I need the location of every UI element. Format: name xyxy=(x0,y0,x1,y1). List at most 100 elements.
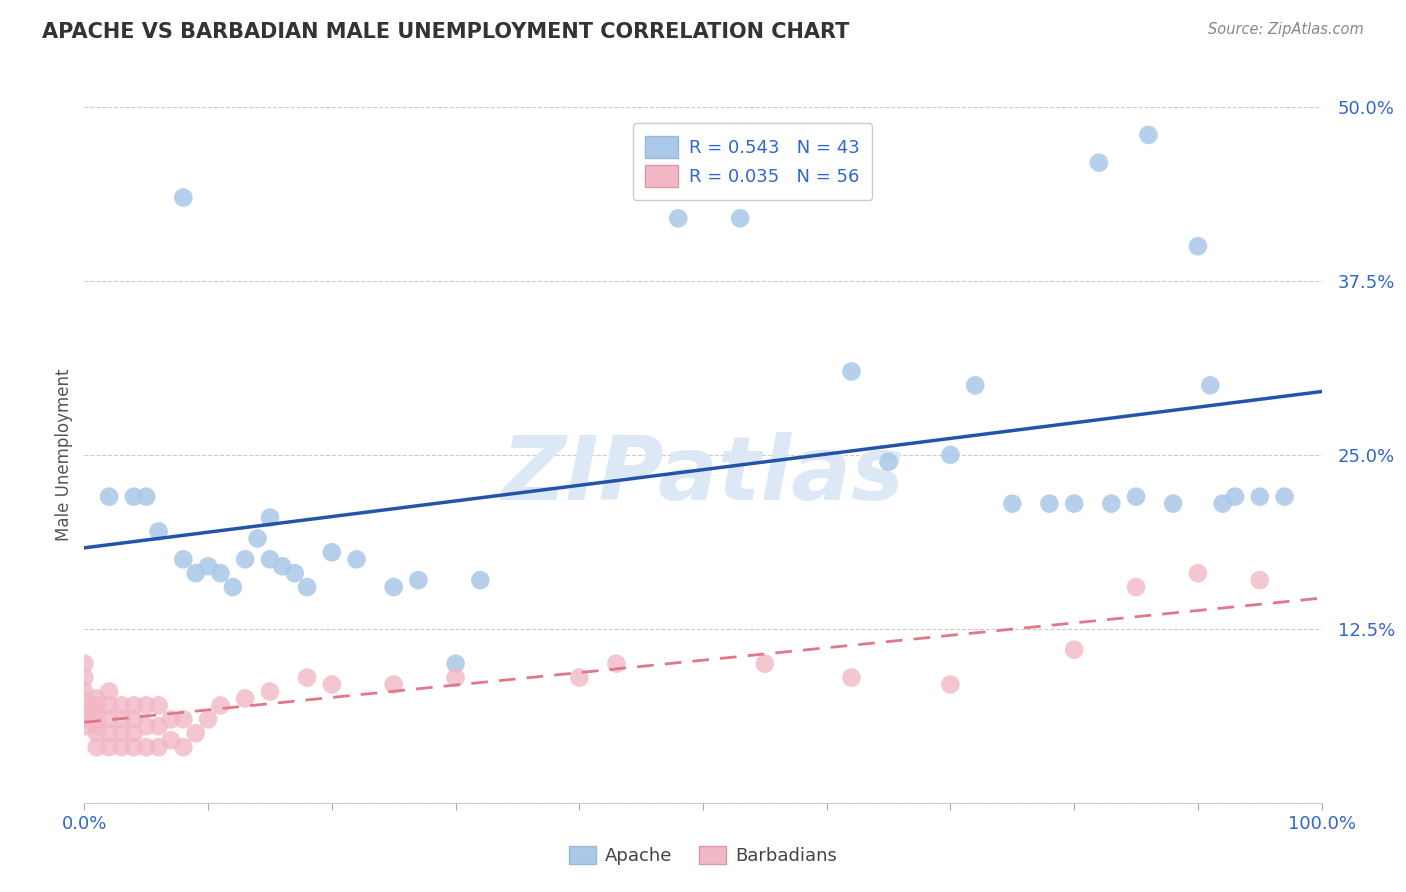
Point xyxy=(259,510,281,524)
Point xyxy=(346,552,368,566)
Point xyxy=(122,726,145,740)
Point xyxy=(135,719,157,733)
Point xyxy=(73,684,96,698)
Point xyxy=(184,726,207,740)
Point xyxy=(877,455,900,469)
Point xyxy=(1187,239,1209,253)
Point xyxy=(110,712,132,726)
Point xyxy=(666,211,689,226)
Point xyxy=(754,657,776,671)
Point xyxy=(295,671,318,685)
Point xyxy=(135,740,157,755)
Point xyxy=(259,552,281,566)
Y-axis label: Male Unemployment: Male Unemployment xyxy=(55,368,73,541)
Point xyxy=(98,740,121,755)
Point xyxy=(233,552,256,566)
Point xyxy=(197,712,219,726)
Point xyxy=(841,671,863,685)
Point xyxy=(73,712,96,726)
Point xyxy=(939,677,962,691)
Point xyxy=(1088,155,1111,169)
Point xyxy=(148,740,170,755)
Point xyxy=(135,698,157,713)
Point xyxy=(135,490,157,504)
Point xyxy=(1161,497,1184,511)
Point xyxy=(728,211,751,226)
Point xyxy=(148,524,170,539)
Point xyxy=(1212,497,1234,511)
Point xyxy=(233,691,256,706)
Point xyxy=(110,740,132,755)
Point xyxy=(110,726,132,740)
Point xyxy=(1125,580,1147,594)
Point xyxy=(122,740,145,755)
Point xyxy=(209,566,232,581)
Point xyxy=(86,719,108,733)
Point xyxy=(259,684,281,698)
Point xyxy=(172,740,194,755)
Point xyxy=(284,566,307,581)
Point xyxy=(86,740,108,755)
Point xyxy=(86,706,108,720)
Point xyxy=(172,552,194,566)
Point xyxy=(172,190,194,204)
Point xyxy=(1199,378,1222,392)
Point xyxy=(184,566,207,581)
Point xyxy=(160,733,183,747)
Point xyxy=(408,573,430,587)
Point xyxy=(939,448,962,462)
Point xyxy=(1249,573,1271,587)
Point xyxy=(321,677,343,691)
Point xyxy=(321,545,343,559)
Text: APACHE VS BARBADIAN MALE UNEMPLOYMENT CORRELATION CHART: APACHE VS BARBADIAN MALE UNEMPLOYMENT CO… xyxy=(42,22,849,42)
Point xyxy=(246,532,269,546)
Text: ZIPatlas: ZIPatlas xyxy=(502,433,904,519)
Point xyxy=(148,698,170,713)
Point xyxy=(1125,490,1147,504)
Point xyxy=(1063,642,1085,657)
Point xyxy=(1187,566,1209,581)
Point xyxy=(222,580,245,594)
Point xyxy=(382,580,405,594)
Legend: Apache, Barbadians: Apache, Barbadians xyxy=(560,837,846,874)
Point xyxy=(197,559,219,574)
Point xyxy=(444,671,467,685)
Point xyxy=(73,671,96,685)
Point xyxy=(1001,497,1024,511)
Point xyxy=(965,378,987,392)
Point xyxy=(86,712,108,726)
Point xyxy=(1249,490,1271,504)
Point xyxy=(86,691,108,706)
Point xyxy=(122,698,145,713)
Point xyxy=(98,698,121,713)
Point xyxy=(73,657,96,671)
Point xyxy=(382,677,405,691)
Point xyxy=(110,698,132,713)
Point xyxy=(73,691,96,706)
Point xyxy=(172,712,194,726)
Point xyxy=(444,657,467,671)
Point xyxy=(1137,128,1160,142)
Point xyxy=(98,490,121,504)
Point xyxy=(1099,497,1122,511)
Point xyxy=(605,657,627,671)
Point xyxy=(1274,490,1296,504)
Point xyxy=(295,580,318,594)
Text: Source: ZipAtlas.com: Source: ZipAtlas.com xyxy=(1208,22,1364,37)
Point xyxy=(148,719,170,733)
Point xyxy=(73,698,96,713)
Legend: R = 0.543   N = 43, R = 0.035   N = 56: R = 0.543 N = 43, R = 0.035 N = 56 xyxy=(633,123,872,200)
Point xyxy=(160,712,183,726)
Point xyxy=(1038,497,1060,511)
Point xyxy=(98,726,121,740)
Point xyxy=(73,706,96,720)
Point xyxy=(568,671,591,685)
Point xyxy=(470,573,492,587)
Point xyxy=(86,726,108,740)
Point xyxy=(271,559,294,574)
Point xyxy=(841,364,863,378)
Point xyxy=(98,712,121,726)
Point xyxy=(98,684,121,698)
Point xyxy=(73,719,96,733)
Point xyxy=(1223,490,1246,504)
